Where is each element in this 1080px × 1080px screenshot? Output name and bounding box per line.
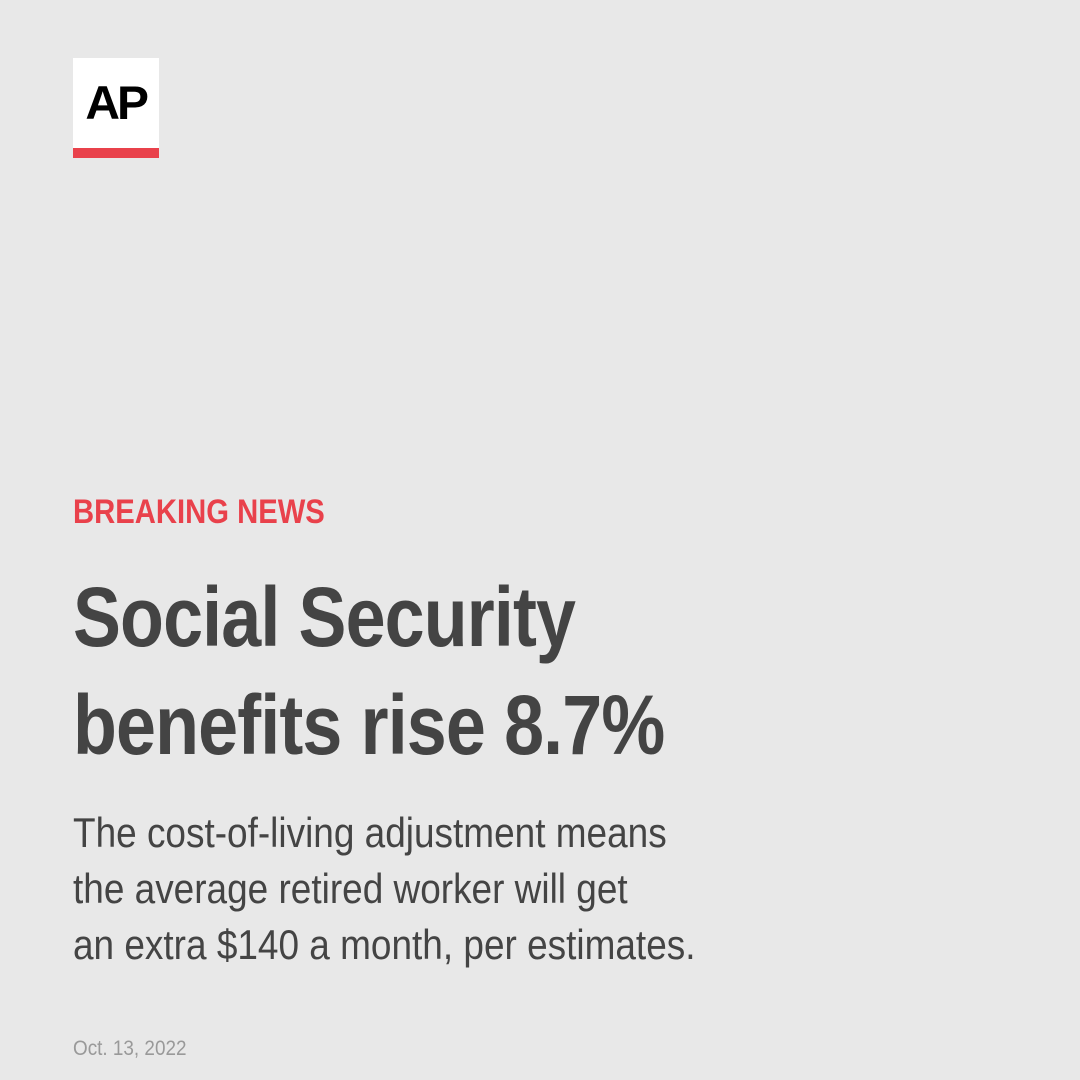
headline-line-1: Social Security <box>73 570 576 664</box>
headline-line-2: benefits rise 8.7% <box>73 678 665 772</box>
summary-text: The cost-of-living adjustment means the … <box>73 805 696 973</box>
headline: Social Security benefits rise 8.7% <box>73 563 665 779</box>
summary-line-1: The cost-of-living adjustment means <box>73 809 667 856</box>
ap-logo: AP <box>73 58 159 158</box>
summary-line-2: the average retired worker will get <box>73 865 628 912</box>
summary-line-3: an extra $140 a month, per estimates. <box>73 921 696 968</box>
ap-logo-text: AP <box>85 75 150 129</box>
breaking-news-label: BREAKING NEWS <box>73 493 325 531</box>
publish-date: Oct. 13, 2022 <box>73 1037 187 1060</box>
